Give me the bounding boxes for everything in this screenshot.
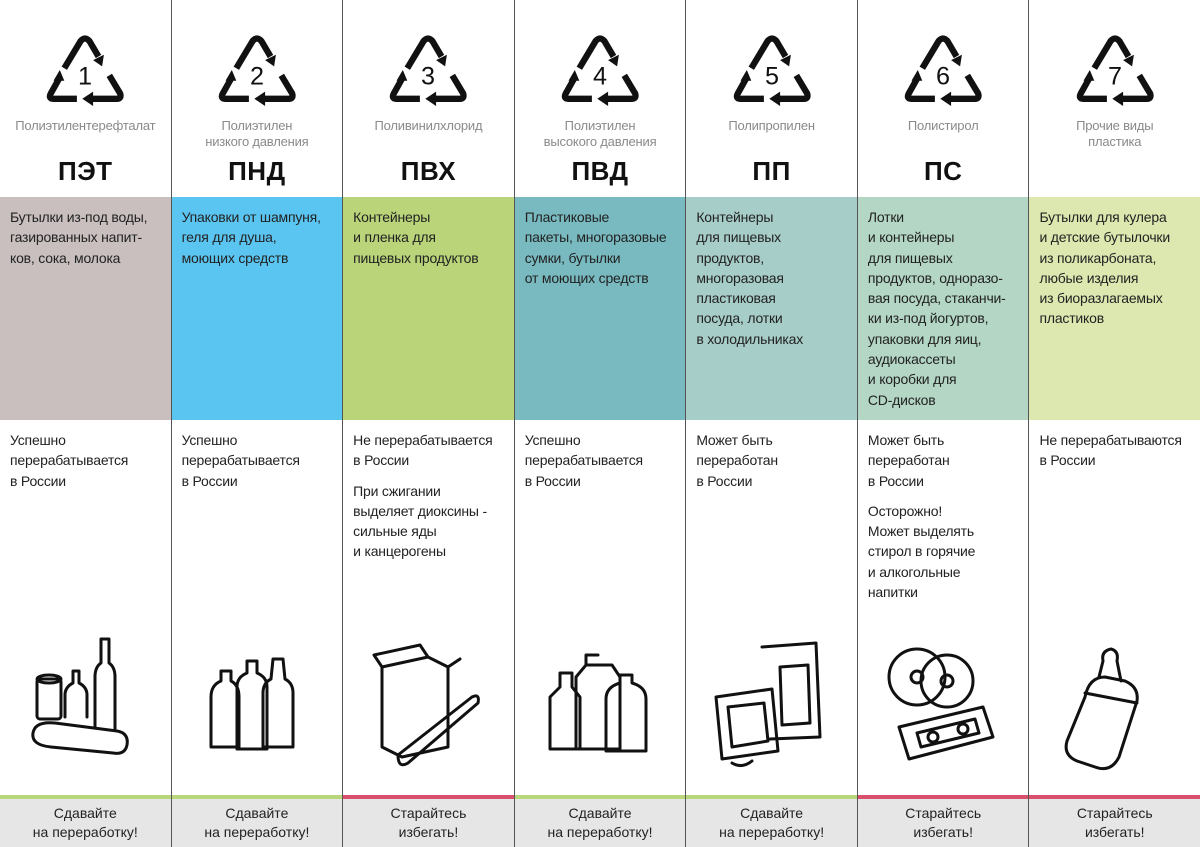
box-and-film-icon — [372, 643, 481, 767]
advice-label: Старайтесь избегать! — [343, 799, 514, 847]
recycling-symbol-icon: 1 — [47, 35, 124, 106]
info-section: Может быть переработан в России — [686, 420, 857, 795]
fridge-and-tv-icon — [714, 641, 822, 768]
column-type-6: 6 Полистирол ПС Лотки и контейнеры для п… — [856, 0, 1029, 847]
plastic-abbreviation: ПЭТ — [58, 156, 113, 186]
info-section: Успешно перерабатывается в России — [172, 420, 343, 795]
column-header: 7 Прочие виды пластика — [1029, 0, 1200, 197]
recycling-note: Не перерабатываются в России — [1039, 432, 1182, 469]
uses-band: Контейнеры для пищевых продуктов, многор… — [686, 197, 857, 420]
uses-band: Бутылки из-под воды, газированных напит-… — [0, 197, 171, 420]
advice-label: Старайтесь избегать! — [857, 799, 1029, 847]
recycling-symbol-icon: 3 — [390, 35, 468, 106]
advice-label: Сдавайте на переработку! — [514, 799, 686, 847]
status-rule — [171, 795, 343, 799]
info-section: Не перерабатываются в России — [1029, 420, 1200, 795]
info-section: Может быть переработан в России Осторожно… — [858, 420, 1029, 795]
column-type-5: 5 Полипропилен ПП Контейнеры для пищевых… — [685, 0, 857, 847]
recycling-note: Успешно перерабатывается в России — [10, 432, 129, 489]
column-header: 5 Полипропилен ПП — [686, 0, 857, 197]
chemical-name: Полистирол — [907, 118, 979, 133]
plastic-abbreviation: ПВХ — [400, 156, 457, 186]
uses-text: Упаковки от шампуня, геля для душа, моющ… — [181, 209, 321, 266]
resin-code-number: 6 — [936, 62, 950, 90]
recycling-symbol-icon: 7 — [1076, 35, 1154, 106]
recycling-symbol-icon: 6 — [904, 35, 982, 106]
chemical-name: Полиэтилентерефталат — [15, 118, 156, 133]
column-type-7: 7 Прочие виды пластика Бутылки для кулер… — [1028, 0, 1200, 847]
column-header: 3 Поливинилхлорид ПВХ — [343, 0, 514, 197]
chemical-name: Полипропилен — [728, 118, 815, 133]
column-type-2: 2 Полиэтилен низкого давления ПНД Упаков… — [170, 0, 343, 847]
info-section: Успешно перерабатывается в России — [515, 420, 686, 795]
shampoo-bottles-icon — [209, 657, 295, 751]
info-section: Успешно перерабатывается в России — [0, 420, 171, 795]
recycling-note: Не перерабатывается в России — [353, 432, 493, 469]
advice-label: Старайтесь избегать! — [1029, 799, 1200, 847]
recycling-symbol-icon: 2 — [218, 35, 296, 106]
plastic-abbreviation: ПС — [923, 156, 963, 186]
resin-code-number: 2 — [250, 62, 264, 90]
plastic-abbreviation: ПВД — [571, 156, 629, 186]
column-type-3: 3 Поливинилхлорид ПВХ Контейнеры и пленк… — [342, 0, 514, 847]
chemical-name: Поливинилхлорид — [374, 118, 483, 133]
uses-text: Бутылки из-под воды, газированных напит-… — [10, 209, 148, 266]
status-rule — [343, 795, 514, 799]
status-rule — [1029, 795, 1200, 799]
column-type-4: 4 Полиэтилен высокого давления ПВД Пласт… — [513, 0, 686, 847]
column-type-1: 1 Полиэтилентерефталат ПЭТ Бутылки из-по… — [0, 0, 171, 847]
recycling-note: Может быть переработан в России — [696, 432, 778, 489]
status-rule — [857, 795, 1029, 799]
resin-code-number: 4 — [593, 62, 607, 90]
recycling-symbol-icon: 5 — [733, 35, 811, 106]
recycling-note: Осторожно! Может выделять стирол в горяч… — [867, 502, 976, 601]
column-header: 2 Полиэтилен низкого давления ПНД — [172, 0, 343, 197]
chemical-name: Прочие виды пластика — [1076, 118, 1154, 149]
resin-code-number: 1 — [78, 62, 92, 90]
detergent-bottles-icon — [548, 653, 648, 753]
recycling-note: Успешно перерабатывается в России — [524, 432, 643, 489]
chemical-name: Полиэтилен высокого давления — [543, 118, 657, 149]
cd-and-cassette-icon — [887, 647, 995, 761]
bottles-icon — [31, 637, 130, 755]
plastic-abbreviation: ПНД — [228, 156, 286, 186]
uses-text: Пластиковые пакеты, многоразовые сумки, … — [524, 209, 667, 286]
uses-text: Лотки и контейнеры для пищевых продуктов… — [867, 209, 1006, 408]
uses-band: Контейнеры и пленка для пищевых продукто… — [343, 197, 514, 420]
uses-text: Контейнеры для пищевых продуктов, многор… — [696, 209, 803, 347]
uses-band: Бутылки для кулера и детские бутылочки и… — [1029, 197, 1200, 420]
column-header: 1 Полиэтилентерефталат ПЭТ — [0, 0, 171, 197]
baby-bottle-icon — [1064, 647, 1139, 771]
advice-label: Сдавайте на переработку! — [686, 799, 857, 847]
recycling-note: Успешно перерабатывается в России — [181, 432, 300, 489]
column-header: 6 Полистирол ПС — [858, 0, 1029, 197]
advice-label: Сдавайте на переработку! — [171, 799, 343, 847]
status-rule — [0, 795, 171, 799]
resin-code-number: 5 — [765, 62, 779, 90]
uses-band: Упаковки от шампуня, геля для душа, моющ… — [171, 197, 343, 420]
uses-text: Контейнеры и пленка для пищевых продукто… — [353, 209, 479, 266]
uses-band: Пластиковые пакеты, многоразовые сумки, … — [514, 197, 686, 420]
recycling-note: При сжигании выделяет диоксины - сильные… — [353, 482, 487, 560]
resin-code-number: 3 — [421, 62, 435, 90]
uses-text: Бутылки для кулера и детские бутылочки и… — [1039, 209, 1170, 327]
status-rule — [686, 795, 857, 799]
status-rule — [514, 795, 686, 799]
info-section: Не перерабатывается в России При сжигании… — [343, 420, 514, 795]
plastic-abbreviation: ПП — [752, 156, 791, 186]
column-header: 4 Полиэтилен высокого давления ПВД — [515, 0, 686, 197]
resin-code-number: 7 — [1108, 62, 1122, 90]
uses-band: Лотки и контейнеры для пищевых продуктов… — [857, 197, 1029, 420]
advice-label: Сдавайте на переработку! — [0, 799, 171, 847]
recycling-symbol-icon: 4 — [561, 35, 639, 106]
recycling-note: Может быть переработан в России — [867, 432, 950, 489]
chemical-name: Полиэтилен низкого давления — [205, 118, 309, 149]
